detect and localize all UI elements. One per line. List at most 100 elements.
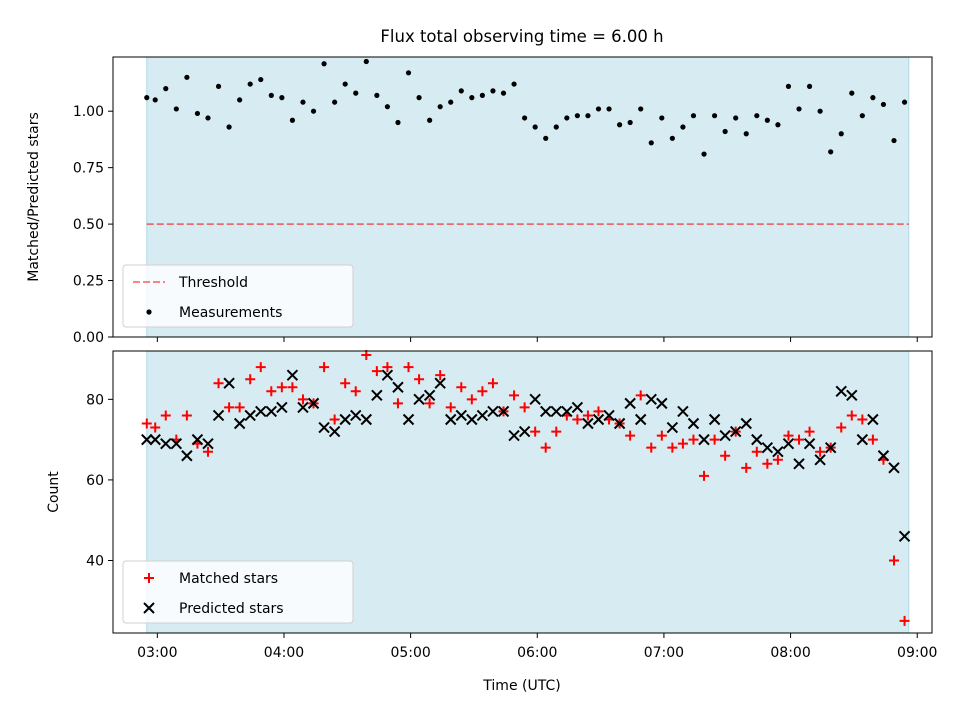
matched-star-point — [456, 382, 467, 393]
measurement-point — [880, 101, 887, 108]
legend-measurement-swatch — [146, 309, 152, 315]
measurement-point — [363, 58, 369, 65]
predicted-star-point — [761, 441, 774, 454]
predicted-star-point — [550, 405, 562, 418]
predicted-star-point — [276, 401, 288, 414]
x-tick-label: 08:00 — [770, 645, 810, 661]
measurement-point — [144, 95, 150, 101]
predicted-star-point — [677, 405, 689, 418]
x-tick-label: 09:00 — [897, 645, 937, 661]
legend-box — [122, 560, 354, 624]
predicted-star-point — [328, 425, 341, 438]
predicted-star-point — [434, 377, 446, 389]
predicted-star-point — [814, 454, 826, 466]
predicted-star-point — [867, 413, 879, 426]
legend-label: Measurements — [179, 305, 282, 321]
predicted-star-point — [170, 437, 183, 450]
matched-star-point — [635, 390, 646, 401]
predicted-star-point — [518, 425, 531, 438]
measurement-point — [321, 61, 327, 67]
measurement-point — [258, 76, 264, 83]
measurement-point — [184, 74, 190, 80]
predicted-star-point — [191, 433, 204, 446]
y-tick-label: 0.00 — [73, 330, 104, 346]
matched-star-point — [435, 370, 446, 381]
y-tick-label: 40 — [86, 553, 104, 569]
matched-star-point — [287, 382, 298, 393]
measurement-point — [163, 86, 169, 92]
measurement-point — [711, 113, 718, 119]
x-tick-label: 05:00 — [390, 645, 430, 661]
predicted-star-point — [624, 397, 636, 410]
predicted-star-point — [645, 393, 657, 406]
measurement-point — [237, 97, 243, 103]
matched-star-point — [709, 434, 720, 445]
matched-star-point — [297, 394, 308, 405]
matched-star-point — [329, 414, 340, 425]
measurement-point — [828, 149, 834, 155]
matched-star-point — [794, 434, 805, 445]
measurement-point — [743, 131, 749, 137]
legend: Threshold Measurements — [122, 264, 354, 328]
matched-star-point — [804, 426, 815, 437]
measurement-point — [247, 81, 253, 87]
measurement-point — [849, 90, 855, 96]
matched-star-point — [181, 410, 192, 421]
measurement-point — [722, 128, 728, 135]
predicted-star-point — [466, 413, 478, 426]
predicted-star-point — [708, 413, 721, 426]
matched-star-point — [783, 430, 794, 441]
matched-star-point — [720, 450, 731, 461]
matched-star-point — [487, 378, 498, 389]
matched-star-point — [699, 470, 710, 481]
matched-star-point — [445, 402, 456, 413]
measurement-point — [659, 115, 665, 121]
matched-star-point — [836, 422, 847, 433]
matched-star-point — [224, 402, 235, 413]
predicted-star-point — [160, 437, 172, 450]
measurement-point — [817, 108, 823, 114]
measurement-point — [469, 95, 475, 101]
matched-star-point — [403, 362, 414, 373]
matched-star-point — [245, 374, 256, 385]
measurement-point — [754, 113, 760, 119]
predicted-star-point — [751, 433, 763, 446]
measurement-point — [701, 151, 707, 157]
predicted-star-point — [307, 397, 320, 410]
predicted-star-point — [592, 413, 605, 426]
measurement-point — [574, 113, 580, 119]
matched-star-point — [667, 442, 678, 453]
measurement-point — [490, 88, 496, 94]
matched-star-point — [382, 362, 393, 373]
x-tick-label: 03:00 — [137, 645, 177, 661]
measurement-point — [785, 83, 792, 89]
predicted-star-point — [181, 450, 193, 462]
bottom-panel: 40 60 80 03:00 04:00 05:00 06:00 07:00 08:00 09:0… — [86, 350, 937, 661]
matched-star-point — [371, 366, 382, 377]
legend-label: Matched stars — [179, 571, 278, 587]
matched-star-point — [477, 386, 488, 397]
measurement-point — [859, 113, 865, 119]
plot-frame — [112, 56, 933, 338]
predicted-star-point — [223, 377, 235, 389]
matched-star-point — [762, 458, 773, 469]
predicted-star-point — [698, 433, 710, 446]
measurement-point — [564, 115, 570, 121]
measurement-point — [648, 140, 654, 146]
matched-star-point — [846, 410, 857, 421]
measurement-point — [616, 122, 623, 128]
measurement-point — [532, 124, 538, 130]
predicted-star-point — [202, 437, 214, 450]
predicted-star-point — [371, 389, 383, 402]
measurement-point — [310, 108, 317, 114]
predicted-star-point — [856, 433, 869, 446]
measurement-point — [300, 99, 306, 105]
matched-star-point — [815, 446, 826, 457]
matched-star-point — [688, 434, 699, 445]
predicted-star-point — [297, 401, 309, 414]
legend: Matched stars Predicted stars — [122, 560, 354, 624]
measurement-point — [733, 115, 739, 121]
predicted-star-point — [888, 462, 900, 474]
measurement-point — [838, 131, 844, 137]
matched-star-point — [625, 430, 636, 441]
